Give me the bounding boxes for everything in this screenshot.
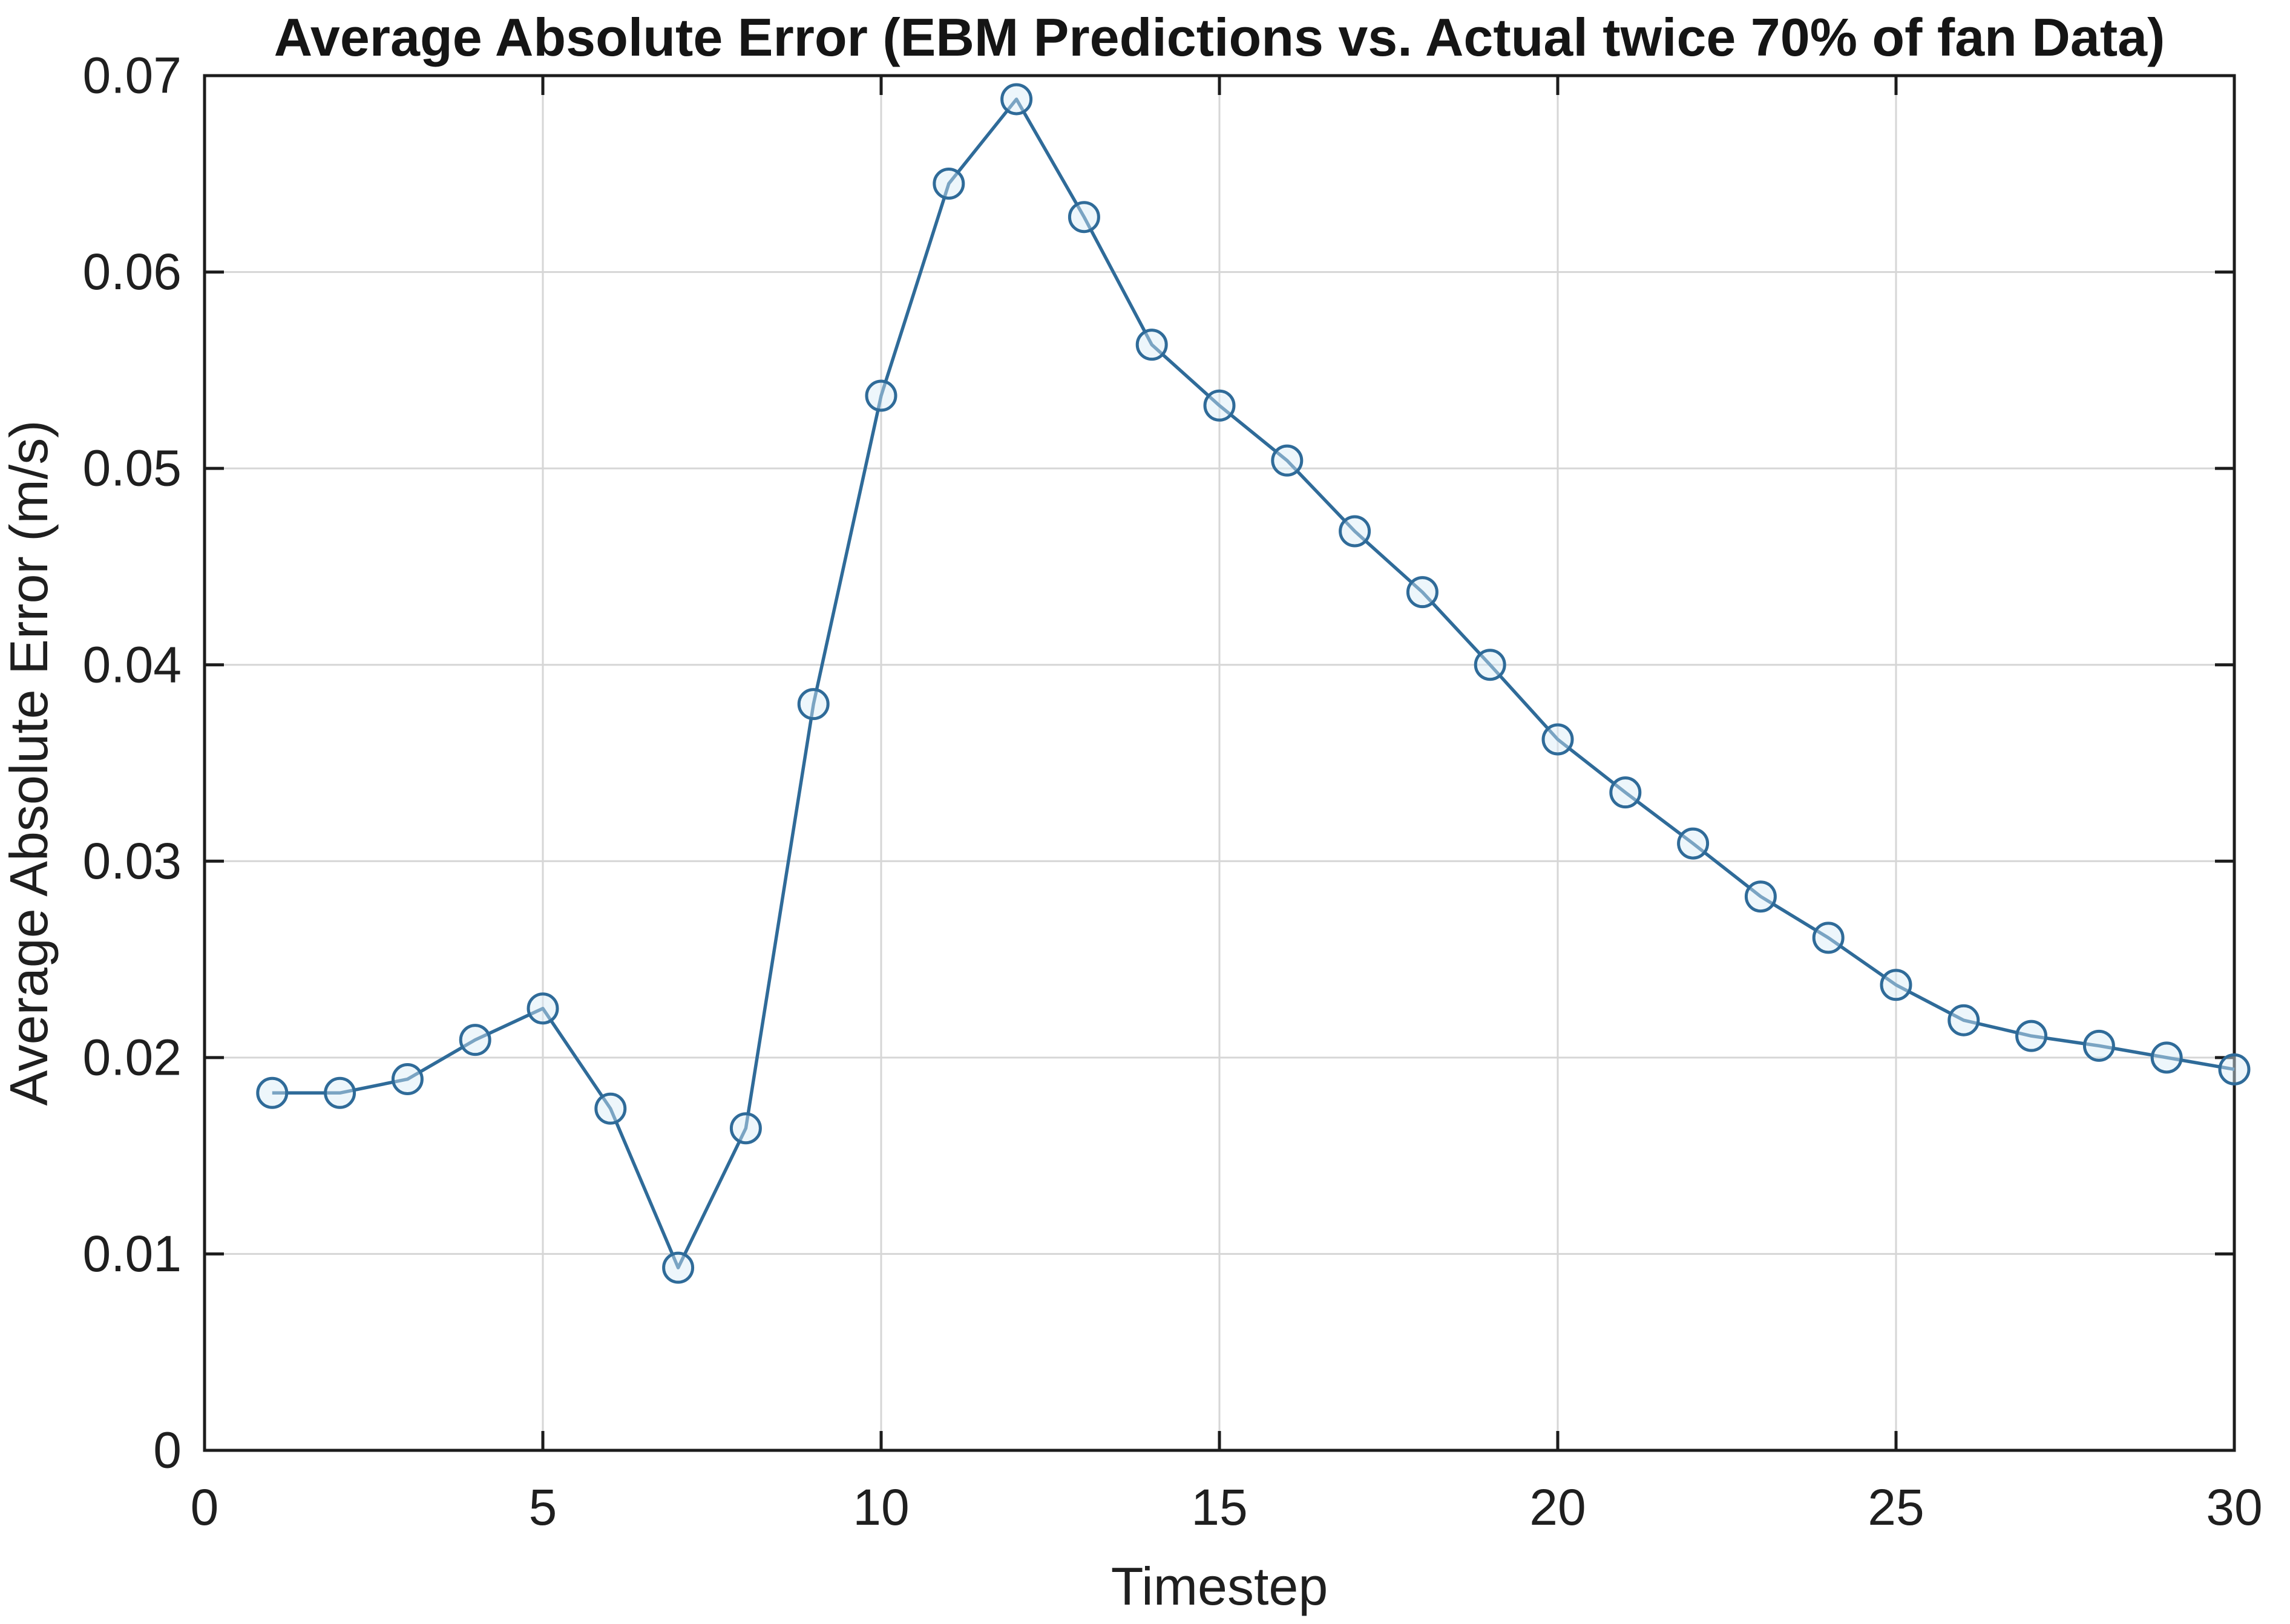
y-tick-label: 0.02 xyxy=(83,1029,182,1085)
x-tick-label: 30 xyxy=(2206,1479,2262,1536)
y-tick-label: 0.01 xyxy=(83,1225,182,1282)
x-tick-label: 10 xyxy=(853,1479,909,1536)
x-tick-label: 0 xyxy=(191,1479,219,1536)
data-point-marker xyxy=(1880,969,1912,1001)
data-point-marker xyxy=(2082,1029,2115,1062)
data-point-marker xyxy=(1947,1004,1980,1036)
data-point-marker xyxy=(1541,723,1574,756)
data-point-marker xyxy=(865,379,897,412)
series-line xyxy=(272,97,2235,1269)
x-tick-label: 5 xyxy=(529,1479,557,1536)
y-tick-label: 0.05 xyxy=(83,440,182,497)
y-tick-labels: 0 0.01 0.02 0.03 0.04 0.05 0.06 0.07 xyxy=(83,47,182,1479)
grid-lines xyxy=(205,76,2234,1450)
y-tick-label: 0.04 xyxy=(83,636,182,693)
y-tick-label: 0.03 xyxy=(83,833,182,889)
data-point-marker xyxy=(459,1024,491,1056)
data-point-marker xyxy=(1744,880,1777,913)
data-point-marker xyxy=(1135,329,1168,361)
data-point-marker xyxy=(256,1076,289,1109)
data-point-marker xyxy=(1271,444,1304,477)
data-point-marker xyxy=(2218,1053,2251,1085)
x-axis-label: Timestep xyxy=(1111,1556,1328,1616)
data-point-marker xyxy=(1474,649,1506,681)
data-point-marker xyxy=(1677,827,1710,860)
data-point-marker xyxy=(1812,922,1845,954)
data-point-marker xyxy=(2015,1020,2048,1052)
chart-title: Average Absolute Error (EBM Predictions … xyxy=(274,7,2165,67)
x-tick-label: 25 xyxy=(1868,1479,1924,1536)
x-tick-label: 15 xyxy=(1191,1479,1247,1536)
data-point-marker xyxy=(527,992,559,1025)
data-point-marker xyxy=(1406,576,1439,609)
data-point-marker xyxy=(1339,515,1371,548)
data-point-marker xyxy=(1609,776,1642,809)
data-point-marker xyxy=(729,1112,762,1145)
plot-area-border xyxy=(203,74,2236,1452)
data-point-marker xyxy=(1203,389,1236,422)
data-point-marker xyxy=(594,1092,627,1125)
data-point-marker xyxy=(1068,201,1100,234)
data-point-marker xyxy=(324,1076,356,1109)
data-point-marker xyxy=(933,168,965,200)
data-point-marker xyxy=(662,1251,695,1284)
data-point-marker xyxy=(2150,1041,2183,1074)
data-point-marker xyxy=(797,688,830,721)
data-series xyxy=(272,97,2235,1269)
y-tick-label: 0.07 xyxy=(83,47,182,104)
y-tick-label: 0.06 xyxy=(83,243,182,300)
y-axis-label: Average Absolute Error (m/s) xyxy=(0,420,59,1105)
data-point-markers xyxy=(256,83,2251,1284)
x-tick-labels: 0 5 10 15 20 25 30 xyxy=(191,1479,2263,1536)
x-tick-label: 20 xyxy=(1529,1479,1586,1536)
y-tick-label: 0 xyxy=(153,1422,182,1479)
data-point-marker xyxy=(1000,83,1033,116)
data-point-marker xyxy=(391,1063,424,1096)
